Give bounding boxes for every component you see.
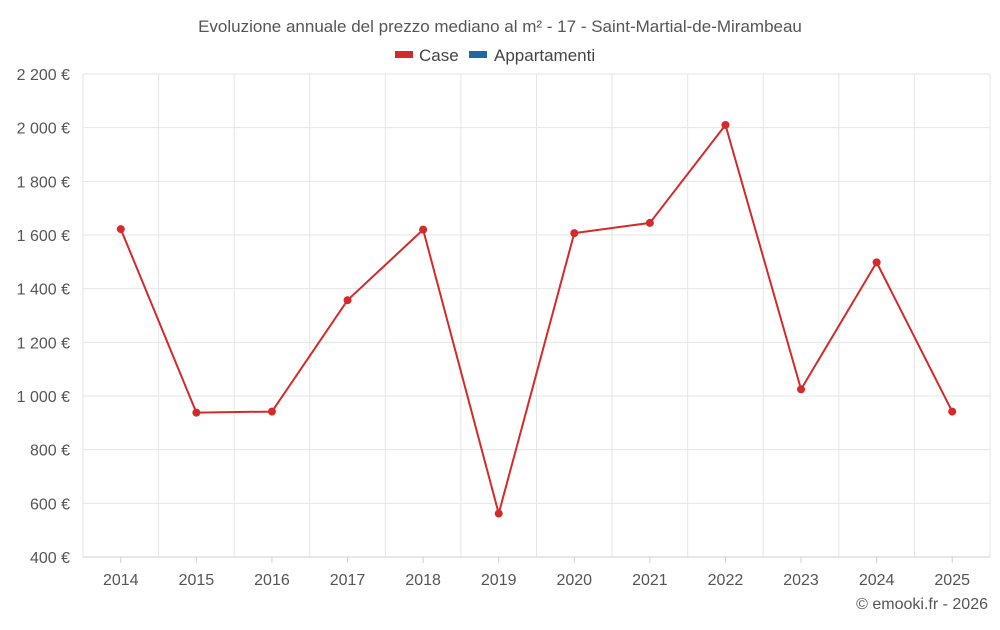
y-tick-label: 600 €	[30, 496, 70, 513]
y-tick-label: 1 400 €	[17, 282, 70, 299]
x-tick-label: 2016	[254, 572, 290, 589]
y-tick-label: 2 200 €	[17, 67, 70, 84]
chart-title: Evoluzione annuale del prezzo mediano al…	[198, 17, 802, 36]
legend-item-case[interactable]: Case	[395, 46, 459, 65]
data-point[interactable]	[645, 218, 654, 227]
y-tick-label: 1 000 €	[17, 389, 70, 406]
x-tick-label: 2015	[179, 572, 215, 589]
x-tick-label: 2017	[330, 572, 366, 589]
data-point[interactable]	[494, 509, 503, 518]
x-tick-label: 2020	[556, 572, 592, 589]
data-point[interactable]	[570, 229, 579, 238]
legend-swatch-appartamenti	[469, 51, 487, 58]
data-point[interactable]	[192, 408, 201, 417]
x-tick-label: 2018	[405, 572, 441, 589]
data-point[interactable]	[343, 296, 352, 305]
data-point[interactable]	[721, 120, 730, 129]
data-point[interactable]	[116, 225, 125, 234]
data-point[interactable]	[267, 407, 276, 416]
x-tick-label: 2014	[103, 572, 139, 589]
x-tick-label: 2025	[934, 572, 970, 589]
legend-swatch-case	[395, 51, 413, 58]
data-point[interactable]	[872, 258, 881, 267]
x-tick-label: 2024	[859, 572, 895, 589]
series-line-case	[119, 123, 954, 515]
x-tick-label: 2023	[783, 572, 819, 589]
legend-item-appartamenti[interactable]: Appartamenti	[469, 46, 595, 65]
series	[116, 120, 957, 518]
legend: Case Appartamenti	[395, 46, 595, 65]
axes: 400 € 600 € 800 € 1 000 € 1 200 € 1 400 € 1 60…	[17, 67, 990, 589]
data-point[interactable]	[948, 407, 957, 416]
grid	[82, 73, 991, 557]
x-tick-label: 2022	[708, 572, 744, 589]
y-tick-label: 800 €	[30, 443, 70, 460]
credit-text: © emooki.fr - 2026	[856, 596, 988, 613]
legend-label-case: Case	[419, 46, 459, 65]
y-tick-label: 400 €	[30, 550, 70, 567]
y-tick-label: 1 800 €	[17, 174, 70, 191]
x-tick-label: 2019	[481, 572, 517, 589]
data-point[interactable]	[419, 225, 428, 234]
y-tick-label: 1 600 €	[17, 228, 70, 245]
x-tick-label: 2021	[632, 572, 668, 589]
data-point[interactable]	[797, 385, 806, 394]
legend-label-appartamenti: Appartamenti	[494, 46, 595, 65]
y-tick-label: 2 000 €	[17, 121, 70, 138]
y-tick-label: 1 200 €	[17, 335, 70, 352]
